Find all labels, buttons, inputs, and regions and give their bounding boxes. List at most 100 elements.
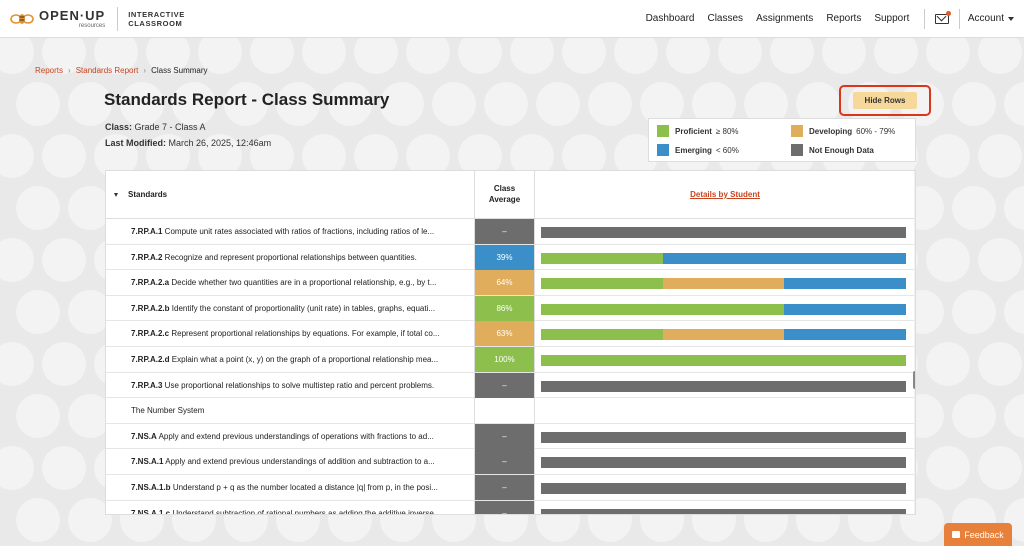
legend-swatch bbox=[791, 144, 803, 156]
table-row[interactable]: 7.RP.A.2.d Explain what a point (x, y) o… bbox=[106, 347, 914, 373]
group-label: The Number System bbox=[131, 398, 471, 423]
legend-range: 60% - 79% bbox=[856, 126, 896, 136]
hide-rows-button[interactable]: Hide Rows bbox=[853, 92, 917, 109]
scrollbar-thumb[interactable] bbox=[913, 371, 915, 389]
page-title: Standards Report - Class Summary bbox=[104, 90, 390, 109]
table-row[interactable]: 7.NS.A.1 Apply and extend previous under… bbox=[106, 449, 914, 476]
student-distribution-bar[interactable] bbox=[541, 380, 906, 392]
table-row[interactable]: 7.RP.A.2 Recognize and represent proport… bbox=[106, 244, 914, 271]
collapse-caret-icon[interactable] bbox=[114, 192, 118, 197]
standard-text: Decide whether two quantities are in a p… bbox=[171, 278, 437, 288]
class-average-value: 64% bbox=[475, 270, 534, 296]
feedback-button[interactable]: Feedback bbox=[944, 523, 1012, 546]
breadcrumb-reports[interactable]: Reports bbox=[35, 66, 64, 75]
table-row[interactable]: 7.NS.A.1.c Understand subtraction of rat… bbox=[106, 500, 914, 514]
details-by-student-link[interactable]: Details by Student bbox=[690, 190, 760, 199]
bee-logo-icon bbox=[10, 9, 34, 29]
standard-code: 7.RP.A.2 bbox=[131, 252, 163, 262]
table-row[interactable]: 7.RP.A.3 Use proportional relationships … bbox=[106, 372, 914, 399]
class-average-value: – bbox=[475, 475, 534, 500]
bar-segment bbox=[541, 431, 906, 443]
table-row[interactable]: 7.NS.A Apply and extend previous underst… bbox=[106, 423, 914, 450]
bar-segment bbox=[662, 252, 906, 264]
product-name-line2: CLASSROOM bbox=[128, 18, 183, 28]
account-label: Account bbox=[967, 13, 1004, 24]
class-average-cell bbox=[474, 347, 535, 373]
student-distribution-bar[interactable] bbox=[541, 431, 906, 443]
table-row[interactable]: 7.RP.A.1 Compute unit rates associated w… bbox=[106, 219, 914, 245]
account-menu[interactable]: Account bbox=[968, 13, 1014, 24]
standard-description: 7.NS.A.1 Apply and extend previous under… bbox=[131, 449, 471, 474]
nav-reports[interactable]: Reports bbox=[826, 13, 862, 24]
nav-classes[interactable]: Classes bbox=[707, 13, 744, 24]
student-distribution-bar[interactable] bbox=[541, 355, 906, 366]
bar-segment bbox=[541, 483, 906, 494]
student-distribution-bar[interactable] bbox=[541, 303, 906, 315]
student-distribution-bar[interactable] bbox=[541, 278, 906, 290]
column-header-standards[interactable]: Standards bbox=[114, 190, 167, 199]
standard-code: 7.RP.A.2.c bbox=[131, 329, 170, 339]
table-row[interactable]: 7.NS.A.1.b Understand p + q as the numbe… bbox=[106, 475, 914, 501]
table-group-row[interactable]: The Number System bbox=[106, 398, 914, 425]
student-distribution-bar[interactable] bbox=[541, 508, 906, 514]
bar-segment bbox=[541, 355, 906, 366]
mail-icon[interactable] bbox=[934, 10, 951, 24]
legend-swatch bbox=[657, 125, 669, 137]
chevron-down-icon bbox=[1008, 16, 1014, 21]
student-distribution-bar[interactable] bbox=[541, 457, 906, 469]
standard-description: 7.RP.A.1 Compute unit rates associated w… bbox=[131, 219, 471, 244]
feedback-label: Feedback bbox=[964, 529, 1004, 540]
legend-item-proficient: Proficient ≥ 80% bbox=[657, 125, 739, 137]
column-header-class-average: Class Average bbox=[474, 171, 535, 219]
student-distribution-bar[interactable] bbox=[541, 252, 906, 264]
last-modified-info: Last Modified: March 26, 2025, 12:46am bbox=[105, 138, 271, 148]
bar-segment bbox=[541, 457, 906, 469]
standard-code: 7.RP.A.2.d bbox=[131, 355, 170, 364]
bar-segment bbox=[662, 329, 785, 341]
logo-subtext: resources bbox=[78, 22, 106, 29]
hide-rows-highlight: Hide Rows bbox=[839, 85, 931, 116]
standard-text: Identify the constant of proportionality… bbox=[171, 303, 436, 313]
bar-segment bbox=[541, 380, 906, 392]
student-distribution-bar[interactable] bbox=[541, 329, 906, 341]
group-label-text: The Number System bbox=[131, 406, 205, 416]
nav-dashboard[interactable]: Dashboard bbox=[645, 13, 695, 24]
table-row[interactable]: 7.RP.A.2.c Represent proportional relati… bbox=[106, 321, 914, 348]
table-row[interactable]: 7.RP.A.2.b Identify the constant of prop… bbox=[106, 295, 914, 322]
breadcrumb-standards-report[interactable]: Standards Report bbox=[75, 66, 139, 75]
standard-code: 7.RP.A.3 bbox=[131, 380, 163, 390]
open-up-logo[interactable]: OPEN·UP resources INTERACTIVE CLASSROOM bbox=[10, 0, 185, 38]
standard-description: 7.RP.A.2.c Represent proportional relati… bbox=[131, 321, 471, 346]
class-average-cell bbox=[474, 295, 535, 322]
class-average-value: – bbox=[475, 219, 534, 244]
table-row[interactable]: 7.RP.A.2.a Decide whether two quantities… bbox=[106, 270, 914, 297]
class-average-value: – bbox=[475, 449, 534, 475]
column-header-label: Average bbox=[488, 194, 521, 204]
column-header-label: Standards bbox=[128, 190, 168, 199]
standard-text: Represent proportional relationships by … bbox=[171, 329, 440, 339]
class-average-cell bbox=[474, 423, 535, 450]
class-average-cell bbox=[474, 449, 535, 476]
standard-code: 7.RP.A.2.a bbox=[131, 278, 170, 288]
nav-support[interactable]: Support bbox=[874, 13, 910, 24]
student-distribution-bar[interactable] bbox=[541, 483, 906, 494]
standard-description: 7.RP.A.2.b Identify the constant of prop… bbox=[131, 296, 471, 321]
student-distribution-bar[interactable] bbox=[541, 227, 906, 238]
bar-segment bbox=[541, 508, 906, 514]
legend-item-developing: Developing 60% - 79% bbox=[791, 125, 895, 137]
top-navigation-bar: OPEN·UP resources INTERACTIVE CLASSROOM … bbox=[0, 0, 1024, 38]
column-header-label: Class bbox=[493, 184, 516, 193]
nav-assignments[interactable]: Assignments bbox=[756, 13, 814, 24]
scrollbar-track[interactable] bbox=[914, 171, 915, 514]
class-average-cell bbox=[474, 219, 535, 245]
class-average-cell bbox=[474, 244, 535, 271]
standard-description: 7.NS.A Apply and extend previous underst… bbox=[131, 424, 471, 449]
standard-description: 7.NS.A.1.b Understand p + q as the numbe… bbox=[131, 475, 471, 500]
standard-text: Compute unit rates associated with ratio… bbox=[164, 227, 435, 236]
bar-segment bbox=[541, 227, 906, 238]
breadcrumb: Reports › Standards Report › Class Summa… bbox=[35, 66, 208, 75]
standard-description: 7.RP.A.3 Use proportional relationships … bbox=[131, 373, 471, 398]
standard-description: 7.RP.A.2.a Decide whether two quantities… bbox=[131, 270, 471, 295]
legend-range: ≥ 80% bbox=[715, 126, 739, 136]
standard-description: 7.NS.A.1.c Understand subtraction of rat… bbox=[131, 501, 471, 514]
